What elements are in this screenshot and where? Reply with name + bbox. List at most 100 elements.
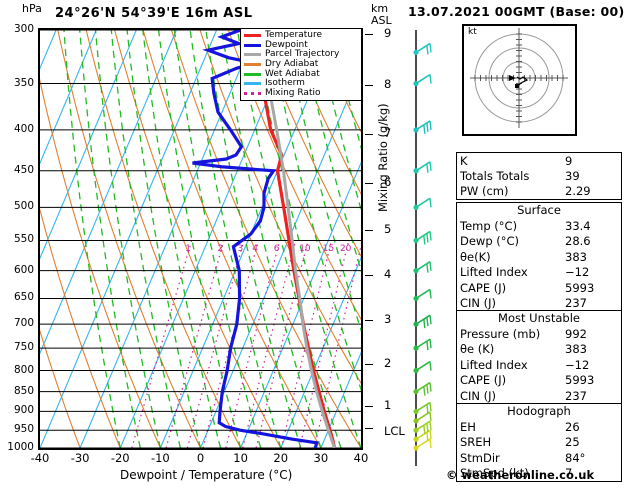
- pressure-tick-450: 450: [13, 163, 34, 176]
- row-key: CIN (J): [460, 388, 497, 403]
- table-row: θe(K) 383: [457, 249, 621, 264]
- pressure-tick-550: 550: [13, 233, 34, 246]
- height-tick-3: 3: [384, 312, 392, 327]
- row-key: θe (K): [460, 342, 495, 357]
- table-row: Temp (°C) 33.4: [457, 218, 621, 233]
- row-value: 33.4: [565, 219, 591, 234]
- wind-barb-column: [404, 28, 454, 468]
- temp-tick--30: -30: [70, 451, 90, 465]
- row-value: 26: [565, 420, 580, 435]
- table-row: Pressure (mb) 992: [457, 326, 621, 341]
- row-value: 2.29: [565, 184, 591, 199]
- legend-swatch: [244, 53, 261, 57]
- row-value: 39: [565, 169, 580, 184]
- height-unit-label: km: [371, 2, 389, 15]
- row-key: SREH: [460, 435, 492, 450]
- svg-text:10: 10: [299, 244, 311, 254]
- table-title: Surface: [517, 203, 561, 217]
- pressure-tick-500: 500: [13, 200, 34, 213]
- wind-barb-canvas: [413, 30, 432, 466]
- height-tick-mark-9: [365, 33, 373, 35]
- row-key: Totals Totals: [460, 169, 530, 184]
- row-key: CAPE (J): [460, 280, 507, 295]
- height-tick-mark-5: [365, 229, 373, 231]
- row-key: K: [460, 153, 468, 168]
- legend-label: Parcel Trajectory: [265, 49, 340, 60]
- table-row: EH 26: [457, 419, 621, 434]
- indices-table: K 9 Totals Totals 39 PW (cm) 2.29: [456, 152, 622, 201]
- height-tick-8: 8: [384, 76, 392, 91]
- height-tick-9: 9: [384, 25, 392, 40]
- legend-item-dry-adiabat: Dry Adiabat: [244, 60, 358, 70]
- temp-tick-30: 30: [313, 451, 329, 465]
- row-value: 25: [565, 435, 580, 450]
- height-tick-5: 5: [384, 221, 392, 236]
- height-tick-2: 2: [384, 355, 392, 370]
- legend-label: Dewpoint: [265, 39, 308, 50]
- pressure-tick-650: 650: [13, 291, 34, 304]
- hodograph-unit-label: kt: [468, 27, 477, 37]
- pressure-tick-900: 900: [13, 404, 34, 417]
- table-row: PW (cm) 2.29: [457, 184, 621, 199]
- pressure-tick-400: 400: [13, 122, 34, 135]
- hodograph-canvas: [470, 28, 568, 128]
- lcl-label: LCL: [384, 424, 405, 438]
- pressure-tick-600: 600: [13, 263, 34, 276]
- height-tick-mark-1: [365, 406, 373, 408]
- height-tick-mark-3: [365, 320, 373, 322]
- table-row: θe (K) 383: [457, 342, 621, 357]
- legend-item-isotherm: Isotherm: [244, 79, 358, 89]
- legend-item-temperature: Temperature: [244, 31, 358, 41]
- legend-swatch: [244, 82, 261, 86]
- pressure-tick-800: 800: [13, 363, 34, 376]
- temp-tick-20: 20: [273, 451, 289, 465]
- table-row: Dewp (°C) 28.6: [457, 234, 621, 249]
- table-row: Totals Totals 39: [457, 168, 621, 183]
- row-key: Temp (°C): [460, 219, 518, 234]
- row-key: θe(K): [460, 249, 491, 264]
- height-tick-mark-7: [365, 134, 373, 136]
- row-key: CIN (J): [460, 296, 497, 311]
- pressure-tick-750: 750: [13, 341, 34, 354]
- surface-table: Surface Temp (°C) 33.4 Dewp (°C) 28.6 θe(K) 38…: [456, 202, 622, 312]
- row-value: 383: [565, 249, 587, 264]
- lcl-tick: [365, 428, 373, 429]
- x-axis-title: Dewpoint / Temperature (°C): [120, 468, 293, 482]
- row-value: 992: [565, 327, 587, 342]
- pressure-tick-350: 350: [13, 76, 34, 89]
- row-value: −12: [565, 265, 590, 280]
- legend-swatch: [244, 91, 261, 95]
- table-row: Lifted Index −12: [457, 357, 621, 372]
- row-value: 5993: [565, 373, 595, 388]
- legend-label: Dry Adiabat: [265, 59, 319, 70]
- height-tick-1: 1: [384, 398, 392, 413]
- legend-label: Mixing Ratio: [265, 87, 321, 98]
- hodograph-table: Hodograph EH 26 SREH 25 StmDir 84° StmSpd (kt) 7: [456, 403, 622, 482]
- svg-text:1: 1: [185, 244, 191, 254]
- row-key: PW (cm): [460, 184, 509, 199]
- station-title: 24°26'N 54°39'E 16m ASL: [55, 6, 253, 21]
- hodograph-panel[interactable]: kt: [462, 24, 577, 136]
- table-title: Most Unstable: [498, 311, 580, 325]
- height-tick-7: 7: [384, 126, 392, 141]
- row-key: StmSpd (kt): [460, 466, 529, 481]
- height-tick-mark-6: [365, 182, 373, 184]
- row-value: 9: [565, 153, 573, 168]
- legend-label: Temperature: [265, 30, 323, 41]
- table-row: CIN (J) 237: [457, 295, 621, 310]
- legend-swatch: [244, 34, 261, 38]
- row-key: CAPE (J): [460, 373, 507, 388]
- pressure-tick-700: 700: [13, 317, 34, 330]
- legend-item-dewpoint: Dewpoint: [244, 39, 358, 51]
- pressure-tick-850: 850: [13, 384, 34, 397]
- row-value: 7: [565, 466, 573, 481]
- temp-tick-40: 40: [353, 451, 369, 465]
- row-value: 237: [565, 296, 587, 311]
- row-key: StmDir: [460, 450, 500, 465]
- height-tick-6: 6: [384, 174, 392, 189]
- height-tick-mark-4: [365, 275, 373, 277]
- legend-item-parcel-trajectory: Parcel Trajectory: [244, 50, 358, 60]
- row-value: 237: [565, 388, 587, 403]
- pressure-tick-1000: 1000: [7, 441, 34, 453]
